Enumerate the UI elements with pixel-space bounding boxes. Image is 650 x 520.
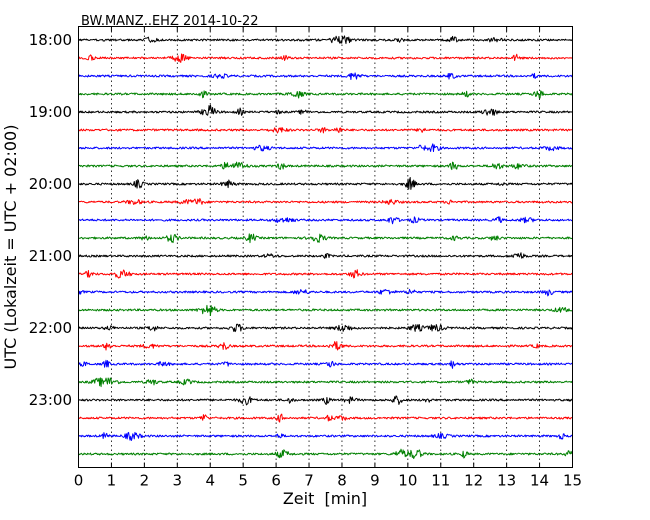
trace-2230 xyxy=(78,359,573,369)
trace-1945 xyxy=(78,161,573,171)
trace-1830 xyxy=(78,72,573,81)
y-axis-ticks: 18:00 19:00 20:00 21:00 22:00 23:00 xyxy=(29,31,573,409)
trace-2130 xyxy=(78,288,573,297)
trace-2215 xyxy=(78,341,573,351)
trace-2315 xyxy=(78,413,573,423)
trace-2045 xyxy=(78,233,573,244)
chart-title: BW.MANZ..EHZ 2014-10-22 xyxy=(81,14,259,29)
trace-2100 xyxy=(78,252,573,259)
trace-2115 xyxy=(78,269,573,279)
x-tick-label: 13 xyxy=(497,472,516,490)
x-axis-label: Zeit [min] xyxy=(283,489,367,508)
y-tick-label: 21:00 xyxy=(29,247,72,265)
x-tick-label: 2 xyxy=(140,472,150,490)
trace-2345 xyxy=(78,448,573,460)
seismic-traces xyxy=(78,35,573,460)
x-tick-label: 7 xyxy=(304,472,314,490)
trace-1800 xyxy=(78,35,573,45)
trace-1900 xyxy=(78,104,573,116)
trace-1930 xyxy=(78,143,573,153)
trace-1845 xyxy=(78,90,573,99)
x-tick-label: 4 xyxy=(205,472,215,490)
x-tick-label: 6 xyxy=(271,472,281,490)
y-tick-label: 18:00 xyxy=(29,31,72,49)
plot-frame xyxy=(78,26,573,468)
x-tick-label: 14 xyxy=(530,472,549,490)
trace-2000 xyxy=(78,176,573,190)
trace-2200 xyxy=(78,323,573,333)
y-tick-label: 22:00 xyxy=(29,319,72,337)
x-tick-label: 9 xyxy=(370,472,380,490)
x-tick-label: 12 xyxy=(464,472,483,490)
y-tick-label: 23:00 xyxy=(29,391,72,409)
x-tick-label: 15 xyxy=(563,472,582,490)
trace-2245 xyxy=(78,377,573,388)
trace-2030 xyxy=(78,216,573,225)
x-tick-label: 11 xyxy=(431,472,450,490)
trace-2145 xyxy=(78,304,573,317)
trace-1815 xyxy=(78,53,573,63)
trace-2015 xyxy=(78,198,573,205)
x-tick-label: 5 xyxy=(238,472,248,490)
vertical-grid xyxy=(111,26,540,468)
y-tick-label: 19:00 xyxy=(29,103,72,121)
x-tick-label: 8 xyxy=(337,472,347,490)
x-tick-label: 0 xyxy=(74,472,84,490)
x-tick-label: 1 xyxy=(107,472,117,490)
y-axis-label: UTC (Lokalzeit = UTC + 02:00) xyxy=(1,125,20,370)
x-axis-ticks: 0 1 2 3 4 5 6 7 8 9 10 11 12 13 14 15 xyxy=(74,26,582,490)
trace-2330 xyxy=(78,431,573,441)
y-tick-label: 20:00 xyxy=(29,175,72,193)
trace-1915 xyxy=(78,127,573,134)
x-tick-label: 10 xyxy=(398,472,417,490)
trace-2300 xyxy=(78,395,573,406)
x-tick-label: 3 xyxy=(173,472,183,490)
